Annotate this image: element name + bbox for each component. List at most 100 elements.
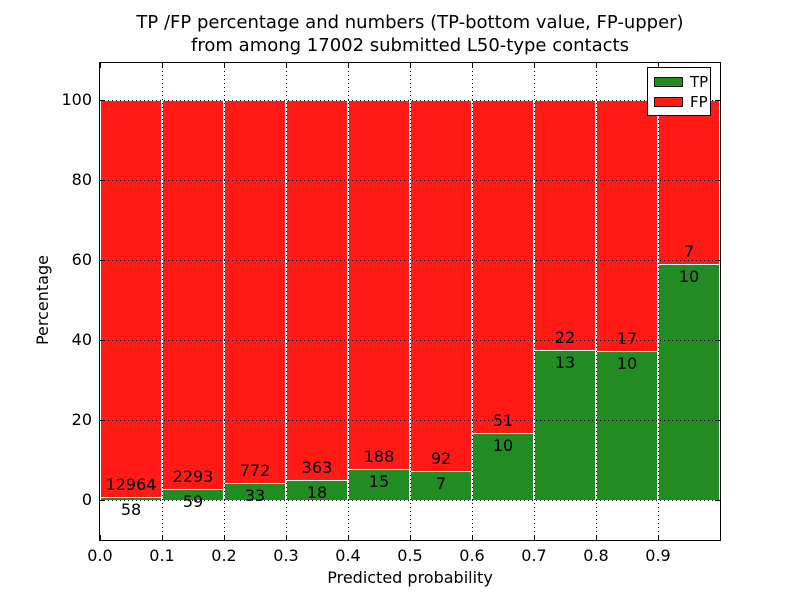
bar-segment-tp bbox=[534, 351, 596, 500]
tp-count-label: 10 bbox=[492, 436, 514, 456]
x-tick-mark-bottom bbox=[596, 535, 597, 540]
tp-count-label: 58 bbox=[120, 500, 142, 520]
gridline-vertical bbox=[596, 63, 597, 540]
fp-count-label: 2293 bbox=[172, 466, 214, 486]
x-tick-label: 0.9 bbox=[645, 546, 671, 565]
x-tick-mark-top bbox=[534, 63, 535, 68]
bar-segment-tp bbox=[348, 470, 410, 500]
x-tick-label: 0.0 bbox=[87, 546, 113, 565]
chart-title: TP /FP percentage and numbers (TP-bottom… bbox=[20, 11, 800, 57]
x-tick-mark-top bbox=[162, 63, 163, 68]
x-tick-mark-top bbox=[658, 63, 659, 68]
fp-count-label: 51 bbox=[492, 411, 514, 431]
x-tick-mark-top bbox=[472, 63, 473, 68]
x-tick-mark-bottom bbox=[348, 535, 349, 540]
x-tick-mark-bottom bbox=[286, 535, 287, 540]
x-axis-label: Predicted probability bbox=[327, 568, 493, 587]
chart-title-line1: TP /FP percentage and numbers (TP-bottom… bbox=[136, 12, 684, 33]
legend: TP FP bbox=[647, 67, 711, 116]
bar-segment-fp bbox=[596, 100, 658, 352]
tp-count-label: 33 bbox=[244, 485, 266, 505]
tp-count-label: 10 bbox=[678, 266, 700, 286]
bar-segment-fp bbox=[410, 100, 472, 472]
x-tick-mark-bottom bbox=[162, 535, 163, 540]
x-tick-mark-bottom bbox=[534, 535, 535, 540]
x-tick-mark-bottom bbox=[224, 535, 225, 540]
y-tick-label: 20 bbox=[71, 410, 92, 429]
fp-count-label: 17 bbox=[616, 328, 638, 348]
gridline-vertical bbox=[472, 63, 473, 540]
gridline-vertical bbox=[286, 63, 287, 540]
y-tick-mark-right bbox=[715, 100, 720, 101]
y-tick-mark-right bbox=[715, 180, 720, 181]
x-tick-mark-top bbox=[100, 63, 101, 68]
legend-label: TP bbox=[690, 73, 709, 91]
bar-segment-fp bbox=[348, 100, 410, 471]
legend-swatch-fp-icon bbox=[654, 97, 683, 107]
x-tick-mark-top bbox=[410, 63, 411, 68]
y-tick-label: 80 bbox=[71, 170, 92, 189]
y-tick-mark-right bbox=[715, 260, 720, 261]
gridline-vertical bbox=[224, 63, 225, 540]
y-tick-mark-left bbox=[100, 180, 105, 181]
gridline-vertical bbox=[162, 63, 163, 540]
x-tick-mark-top bbox=[224, 63, 225, 68]
bar-segment-tp bbox=[100, 498, 162, 500]
bar-segment-fp bbox=[286, 100, 348, 482]
fp-count-label: 363 bbox=[301, 458, 333, 478]
tp-count-label: 13 bbox=[554, 353, 576, 373]
tp-count-label: 15 bbox=[368, 472, 390, 492]
bar-segment-tp bbox=[472, 434, 534, 500]
y-tick-label: 60 bbox=[71, 250, 92, 269]
x-tick-mark-bottom bbox=[100, 535, 101, 540]
chart-title-line2: from among 17002 submitted L50-type cont… bbox=[191, 35, 629, 56]
gridline-vertical bbox=[348, 63, 349, 540]
gridline-vertical bbox=[658, 63, 659, 540]
legend-row-fp: FP bbox=[648, 92, 710, 112]
bar-segment-fp bbox=[472, 100, 534, 435]
x-tick-label: 0.6 bbox=[459, 546, 485, 565]
x-tick-mark-bottom bbox=[472, 535, 473, 540]
legend-swatch-tp-icon bbox=[654, 77, 683, 87]
x-tick-label: 0.1 bbox=[149, 546, 175, 565]
y-tick-label: 100 bbox=[61, 90, 92, 109]
bar-segment-tp bbox=[658, 264, 720, 500]
fp-count-label: 22 bbox=[554, 328, 576, 348]
y-tick-label: 40 bbox=[71, 330, 92, 349]
bar-segment-fp bbox=[658, 100, 720, 265]
tp-count-label: 10 bbox=[616, 353, 638, 373]
gridline-vertical bbox=[534, 63, 535, 540]
x-tick-label: 0.8 bbox=[583, 546, 609, 565]
bar-segment-fp bbox=[224, 100, 286, 484]
x-tick-label: 0.5 bbox=[397, 546, 423, 565]
x-tick-mark-top bbox=[286, 63, 287, 68]
y-tick-mark-left bbox=[100, 340, 105, 341]
fp-count-label: 12964 bbox=[105, 475, 157, 495]
fp-count-label: 188 bbox=[363, 447, 395, 467]
fp-count-label: 7 bbox=[683, 241, 695, 261]
legend-row-tp: TP bbox=[648, 72, 710, 92]
x-tick-mark-top bbox=[596, 63, 597, 68]
bar-segment-tp bbox=[596, 351, 658, 500]
x-tick-mark-bottom bbox=[658, 535, 659, 540]
tp-count-label: 18 bbox=[306, 483, 328, 503]
bar-segment-fp bbox=[162, 100, 224, 490]
x-tick-mark-bottom bbox=[410, 535, 411, 540]
x-tick-label: 0.7 bbox=[521, 546, 547, 565]
y-axis-label: Percentage bbox=[33, 255, 52, 346]
y-tick-mark-left bbox=[100, 260, 105, 261]
bar-segment-fp bbox=[534, 100, 596, 352]
y-tick-label: 0 bbox=[81, 490, 92, 509]
y-tick-mark-right bbox=[715, 340, 720, 341]
bar-segment-fp bbox=[100, 100, 162, 499]
fp-count-label: 772 bbox=[239, 460, 271, 480]
x-tick-label: 0.2 bbox=[211, 546, 237, 565]
x-tick-mark-top bbox=[348, 63, 349, 68]
legend-label: FP bbox=[690, 93, 708, 111]
x-tick-label: 0.3 bbox=[273, 546, 299, 565]
y-tick-mark-left bbox=[100, 500, 105, 501]
y-tick-mark-left bbox=[100, 420, 105, 421]
gridline-vertical bbox=[410, 63, 411, 540]
tp-count-label: 7 bbox=[435, 473, 447, 493]
